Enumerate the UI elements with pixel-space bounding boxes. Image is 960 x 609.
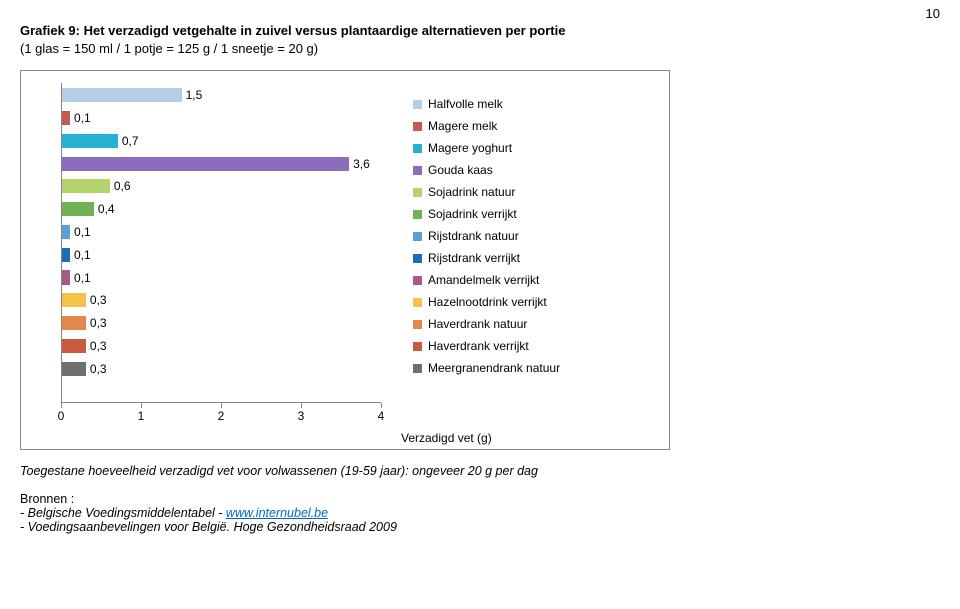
bar-value-label: 0,1 xyxy=(70,111,91,125)
bar-value-label: 3,6 xyxy=(349,157,370,171)
legend-label: Rijstdrank natuur xyxy=(428,229,519,243)
bar: 0,6 xyxy=(62,179,110,193)
legend-item: Rijstdrank natuur xyxy=(413,229,659,243)
bar: 0,1 xyxy=(62,111,70,125)
bar: 0,1 xyxy=(62,248,70,262)
legend-swatch xyxy=(413,320,422,329)
bar-value-label: 0,1 xyxy=(70,225,91,239)
legend-label: Amandelmelk verrijkt xyxy=(428,273,539,287)
x-tick-label: 4 xyxy=(378,409,385,423)
bar-value-label: 1,5 xyxy=(182,88,203,102)
page-number: 10 xyxy=(926,6,940,21)
bar-value-label: 0,3 xyxy=(86,339,107,353)
bar: 1,5 xyxy=(62,88,182,102)
bar: 0,1 xyxy=(62,270,70,284)
legend-item: Gouda kaas xyxy=(413,163,659,177)
legend-swatch xyxy=(413,188,422,197)
bar-value-label: 0,6 xyxy=(110,179,131,193)
legend: Halfvolle melk Magere melk Magere yoghurt G… xyxy=(381,79,659,425)
chart-title-line2: (1 glas = 150 ml / 1 potje = 125 g / 1 s… xyxy=(20,40,940,58)
source1-link[interactable]: www.internubel.be xyxy=(226,506,328,520)
legend-item: Rijstdrank verrijkt xyxy=(413,251,659,265)
legend-item: Haverdrank natuur xyxy=(413,317,659,331)
legend-swatch xyxy=(413,298,422,307)
chart-title-line1: Grafiek 9: Het verzadigd vetgehalte in z… xyxy=(20,22,940,40)
legend-swatch xyxy=(413,254,422,263)
legend-label: Meergranendrank natuur xyxy=(428,361,560,375)
chart-frame: 1,50,10,73,60,60,40,10,10,10,30,30,30,3 … xyxy=(20,70,670,450)
bar: 0,1 xyxy=(62,225,70,239)
x-tick-label: 0 xyxy=(58,409,65,423)
legend-swatch xyxy=(413,166,422,175)
legend-item: Sojadrink natuur xyxy=(413,185,659,199)
x-axis-title: Verzadigd vet (g) xyxy=(401,431,492,445)
legend-swatch xyxy=(413,232,422,241)
bar: 0,3 xyxy=(62,293,86,307)
bar: 0,7 xyxy=(62,134,118,148)
legend-label: Haverdrank natuur xyxy=(428,317,527,331)
legend-item: Magere yoghurt xyxy=(413,141,659,155)
legend-swatch xyxy=(413,364,422,373)
legend-swatch xyxy=(413,210,422,219)
x-tick-label: 3 xyxy=(298,409,305,423)
legend-item: Hazelnootdrink verrijkt xyxy=(413,295,659,309)
sources-label: Bronnen : xyxy=(20,492,940,506)
legend-item: Amandelmelk verrijkt xyxy=(413,273,659,287)
plot-area: 1,50,10,73,60,60,40,10,10,10,30,30,30,3 … xyxy=(31,79,381,425)
legend-label: Magere yoghurt xyxy=(428,141,512,155)
legend-item: Meergranendrank natuur xyxy=(413,361,659,375)
bar-value-label: 0,1 xyxy=(70,248,91,262)
bar: 0,3 xyxy=(62,362,86,376)
legend-label: Sojadrink verrijkt xyxy=(428,207,517,221)
bar-value-label: 0,1 xyxy=(70,271,91,285)
source-line-2: - Voedingsaanbevelingen voor België. Hog… xyxy=(20,520,940,534)
bar-value-label: 0,3 xyxy=(86,293,107,307)
bar: 0,4 xyxy=(62,202,94,216)
legend-item: Halfvolle melk xyxy=(413,97,659,111)
legend-label: Gouda kaas xyxy=(428,163,493,177)
bar-value-label: 0,4 xyxy=(94,202,115,216)
bar-value-label: 0,3 xyxy=(86,362,107,376)
source1-text: - Belgische Voedingsmiddelentabel - xyxy=(20,506,226,520)
bar-value-label: 0,3 xyxy=(86,316,107,330)
legend-swatch xyxy=(413,276,422,285)
legend-label: Hazelnootdrink verrijkt xyxy=(428,295,547,309)
legend-swatch xyxy=(413,144,422,153)
x-tick-label: 1 xyxy=(138,409,145,423)
legend-swatch xyxy=(413,100,422,109)
legend-label: Haverdrank verrijkt xyxy=(428,339,529,353)
bar: 0,3 xyxy=(62,339,86,353)
legend-item: Sojadrink verrijkt xyxy=(413,207,659,221)
legend-label: Halfvolle melk xyxy=(428,97,503,111)
allowance-note: Toegestane hoeveelheid verzadigd vet voo… xyxy=(20,464,940,478)
legend-label: Sojadrink natuur xyxy=(428,185,515,199)
bar: 3,6 xyxy=(62,157,349,171)
bar: 0,3 xyxy=(62,316,86,330)
legend-item: Haverdrank verrijkt xyxy=(413,339,659,353)
legend-label: Rijstdrank verrijkt xyxy=(428,251,520,265)
bar-value-label: 0,7 xyxy=(118,134,139,148)
source-line-1: - Belgische Voedingsmiddelentabel - www.… xyxy=(20,506,940,520)
legend-item: Magere melk xyxy=(413,119,659,133)
legend-label: Magere melk xyxy=(428,119,497,133)
legend-swatch xyxy=(413,342,422,351)
legend-swatch xyxy=(413,122,422,131)
x-tick-label: 2 xyxy=(218,409,225,423)
